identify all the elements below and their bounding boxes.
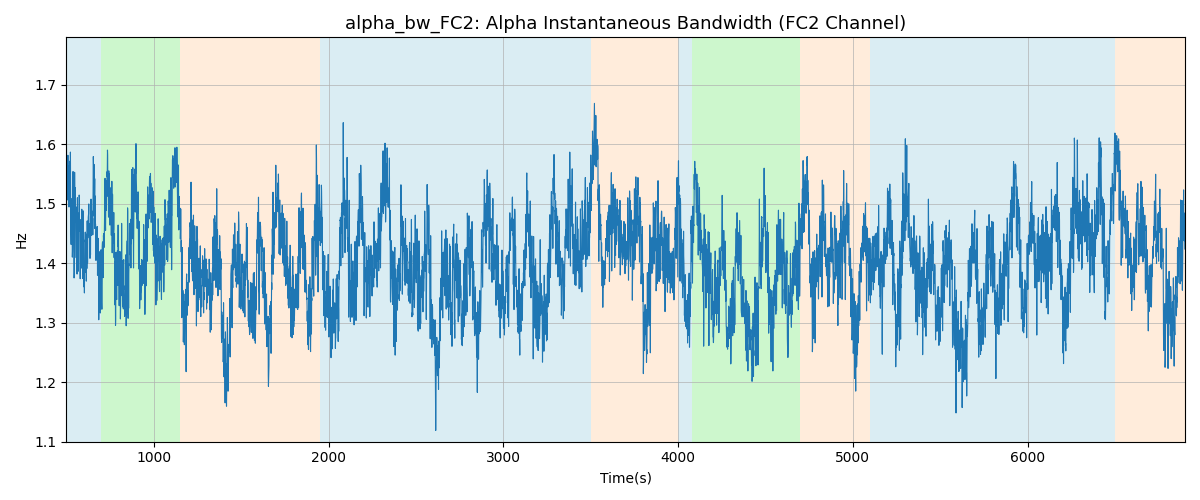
Bar (1115, 38, 1186, 442)
Bar (101, 38, 180, 442)
Bar (180, 38, 320, 442)
Bar (800, 38, 870, 442)
Bar (66, 38, 101, 442)
Bar (958, 38, 1115, 442)
Bar (692, 38, 800, 442)
X-axis label: Time(s): Time(s) (600, 471, 652, 485)
Bar (590, 38, 678, 442)
Bar (870, 38, 958, 442)
Y-axis label: Hz: Hz (16, 230, 29, 248)
Bar (320, 38, 590, 442)
Bar (678, 38, 692, 442)
Title: alpha_bw_FC2: Alpha Instantaneous Bandwidth (FC2 Channel): alpha_bw_FC2: Alpha Instantaneous Bandwi… (346, 15, 906, 34)
